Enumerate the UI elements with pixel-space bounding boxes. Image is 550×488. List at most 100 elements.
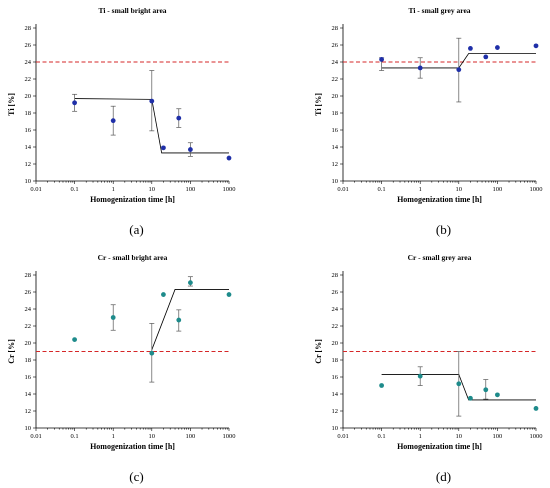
y-tick-label: 24 xyxy=(25,306,32,313)
data-point xyxy=(456,67,462,73)
x-tick-label: 1 xyxy=(419,433,422,440)
y-tick-label: 20 xyxy=(332,93,339,100)
data-point xyxy=(176,317,182,323)
y-tick-label: 20 xyxy=(25,340,32,347)
data-point xyxy=(495,392,500,398)
data-point xyxy=(188,280,193,286)
chart-title: Cr - small bright area xyxy=(98,253,168,262)
data-point xyxy=(226,155,232,161)
data-point xyxy=(379,383,384,388)
y-tick-label: 12 xyxy=(332,408,339,415)
y-tick-label: 16 xyxy=(25,127,32,134)
trend-line xyxy=(74,98,229,154)
y-tick-label: 16 xyxy=(332,374,339,381)
panel-label: (b) xyxy=(436,222,451,237)
y-tick-label: 12 xyxy=(332,161,339,168)
y-tick-label: 12 xyxy=(25,161,32,168)
y-tick-label: 14 xyxy=(332,391,339,398)
y-axis-label: Cr [%] xyxy=(314,339,323,364)
chart-panel-c: Cr - small bright area 10 12 14 16 18 20 22 24 26… xyxy=(7,253,236,484)
data-point xyxy=(468,46,473,51)
y-tick-label: 28 xyxy=(25,272,32,279)
y-tick-label: 20 xyxy=(332,340,339,347)
x-axis-label: Homogenization time [h] xyxy=(90,195,175,204)
data-point xyxy=(72,337,77,342)
y-tick-label: 10 xyxy=(332,178,339,185)
x-axis-label: Homogenization time [h] xyxy=(90,442,175,451)
data-point xyxy=(468,395,473,401)
y-tick-label: 10 xyxy=(25,425,32,432)
x-tick-label: 0.1 xyxy=(378,186,386,193)
y-tick-label: 26 xyxy=(25,42,32,49)
y-tick-label: 18 xyxy=(332,110,339,117)
x-tick-label: 1 xyxy=(419,186,422,193)
x-axis-label: Homogenization time [h] xyxy=(397,442,482,451)
data-point xyxy=(149,98,155,104)
data-point xyxy=(161,145,166,151)
y-tick-label: 16 xyxy=(25,374,32,381)
y-tick-label: 22 xyxy=(332,323,339,330)
y-tick-label: 24 xyxy=(25,59,32,66)
panel-label: (d) xyxy=(436,469,451,484)
data-point xyxy=(110,118,116,124)
y-tick-label: 22 xyxy=(25,323,32,330)
x-tick-label: 100 xyxy=(186,186,196,193)
data-point xyxy=(417,373,423,379)
x-tick-label: 100 xyxy=(186,433,196,440)
panel-label: (c) xyxy=(129,469,143,484)
x-tick-label: 1000 xyxy=(530,186,543,193)
x-tick-label: 0.1 xyxy=(71,433,79,440)
data-point xyxy=(161,292,166,297)
y-tick-label: 24 xyxy=(332,306,339,313)
x-tick-label: 10 xyxy=(456,186,463,193)
data-point xyxy=(456,381,462,387)
y-tick-label: 28 xyxy=(25,25,32,32)
y-axis-label: Ti [%] xyxy=(7,93,16,116)
y-tick-label: 26 xyxy=(332,289,339,296)
y-tick-label: 16 xyxy=(332,127,339,134)
x-tick-label: 0.01 xyxy=(30,186,41,193)
y-tick-label: 20 xyxy=(25,93,32,100)
data-point xyxy=(495,45,500,50)
x-tick-label: 10 xyxy=(149,433,156,440)
y-tick-label: 28 xyxy=(332,25,339,32)
chart-panel-a: Ti - small bright area 10 12 14 16 18 20 22 24 26… xyxy=(7,6,236,237)
y-tick-label: 24 xyxy=(332,59,339,66)
data-point xyxy=(110,315,116,320)
y-tick-label: 22 xyxy=(25,76,32,83)
chart-title: Cr - small grey area xyxy=(408,253,472,262)
y-tick-label: 10 xyxy=(332,425,339,432)
y-axis-label: Cr [%] xyxy=(7,339,16,364)
chart-panel-d: Cr - small grey area 10 12 14 16 18 20 22 24 26 28… xyxy=(314,253,543,484)
y-tick-label: 26 xyxy=(25,289,32,296)
data-point xyxy=(72,100,77,106)
data-point xyxy=(379,57,384,62)
y-tick-label: 22 xyxy=(332,76,339,83)
x-tick-label: 0.01 xyxy=(337,433,348,440)
y-tick-label: 18 xyxy=(25,357,32,364)
data-point xyxy=(417,65,423,71)
data-point xyxy=(483,387,489,393)
y-tick-label: 18 xyxy=(25,110,32,117)
data-point xyxy=(176,115,182,121)
x-tick-label: 1 xyxy=(112,186,115,193)
y-tick-label: 10 xyxy=(25,178,32,185)
x-tick-label: 1000 xyxy=(223,186,236,193)
y-tick-label: 14 xyxy=(332,144,339,151)
data-point xyxy=(533,43,539,49)
x-tick-label: 0.1 xyxy=(378,433,386,440)
x-tick-label: 1 xyxy=(112,433,115,440)
chart-title: Ti - small grey area xyxy=(408,6,470,15)
x-tick-label: 10 xyxy=(149,186,156,193)
y-tick-label: 26 xyxy=(332,42,339,49)
x-tick-label: 100 xyxy=(493,433,503,440)
x-tick-label: 1000 xyxy=(223,433,236,440)
data-point xyxy=(483,54,489,60)
data-point xyxy=(149,350,155,356)
y-tick-label: 14 xyxy=(25,144,32,151)
trend-line xyxy=(151,289,229,350)
x-axis-label: Homogenization time [h] xyxy=(397,195,482,204)
chart-title: Ti - small bright area xyxy=(98,6,166,15)
x-tick-label: 1000 xyxy=(530,433,543,440)
